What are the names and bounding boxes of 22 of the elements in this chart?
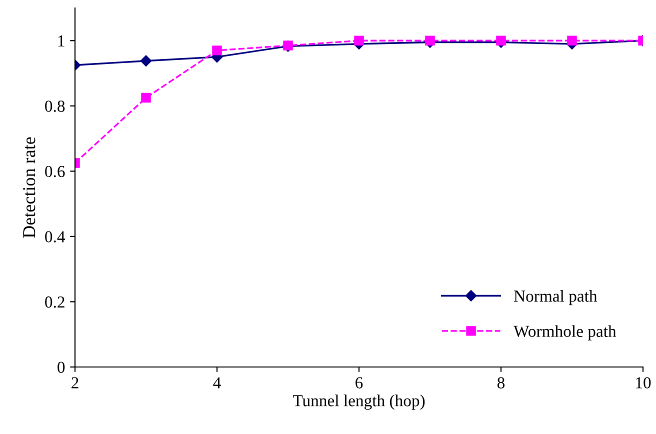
point [425, 36, 435, 46]
x-tick-label: 8 [497, 377, 505, 388]
legend-label: Normal path [514, 290, 598, 306]
x-tick-label: 4 [213, 377, 221, 388]
y-tick-label: 0.8 [45, 100, 65, 112]
y-axis-title: Detection rate [23, 137, 36, 238]
x-axis-title: Tunnel length (hop) [292, 394, 425, 410]
legend-label: Wormhole path [514, 325, 616, 340]
y-tick-label: 0.4 [45, 231, 66, 242]
x-tick-label: 2 [72, 377, 78, 388]
point [496, 36, 506, 46]
point [212, 46, 222, 56]
y-tick-label: 0.6 [45, 166, 65, 178]
y-tick-label: 0.2 [45, 296, 64, 308]
y-tick-label: 1 [58, 35, 64, 46]
point [354, 36, 364, 46]
y-tick-label: 0 [58, 362, 65, 373]
point [567, 36, 577, 46]
x-tick-label: 10 [636, 377, 651, 388]
x-tick-label: 6 [356, 377, 363, 388]
point [140, 55, 152, 66]
point [141, 92, 151, 103]
